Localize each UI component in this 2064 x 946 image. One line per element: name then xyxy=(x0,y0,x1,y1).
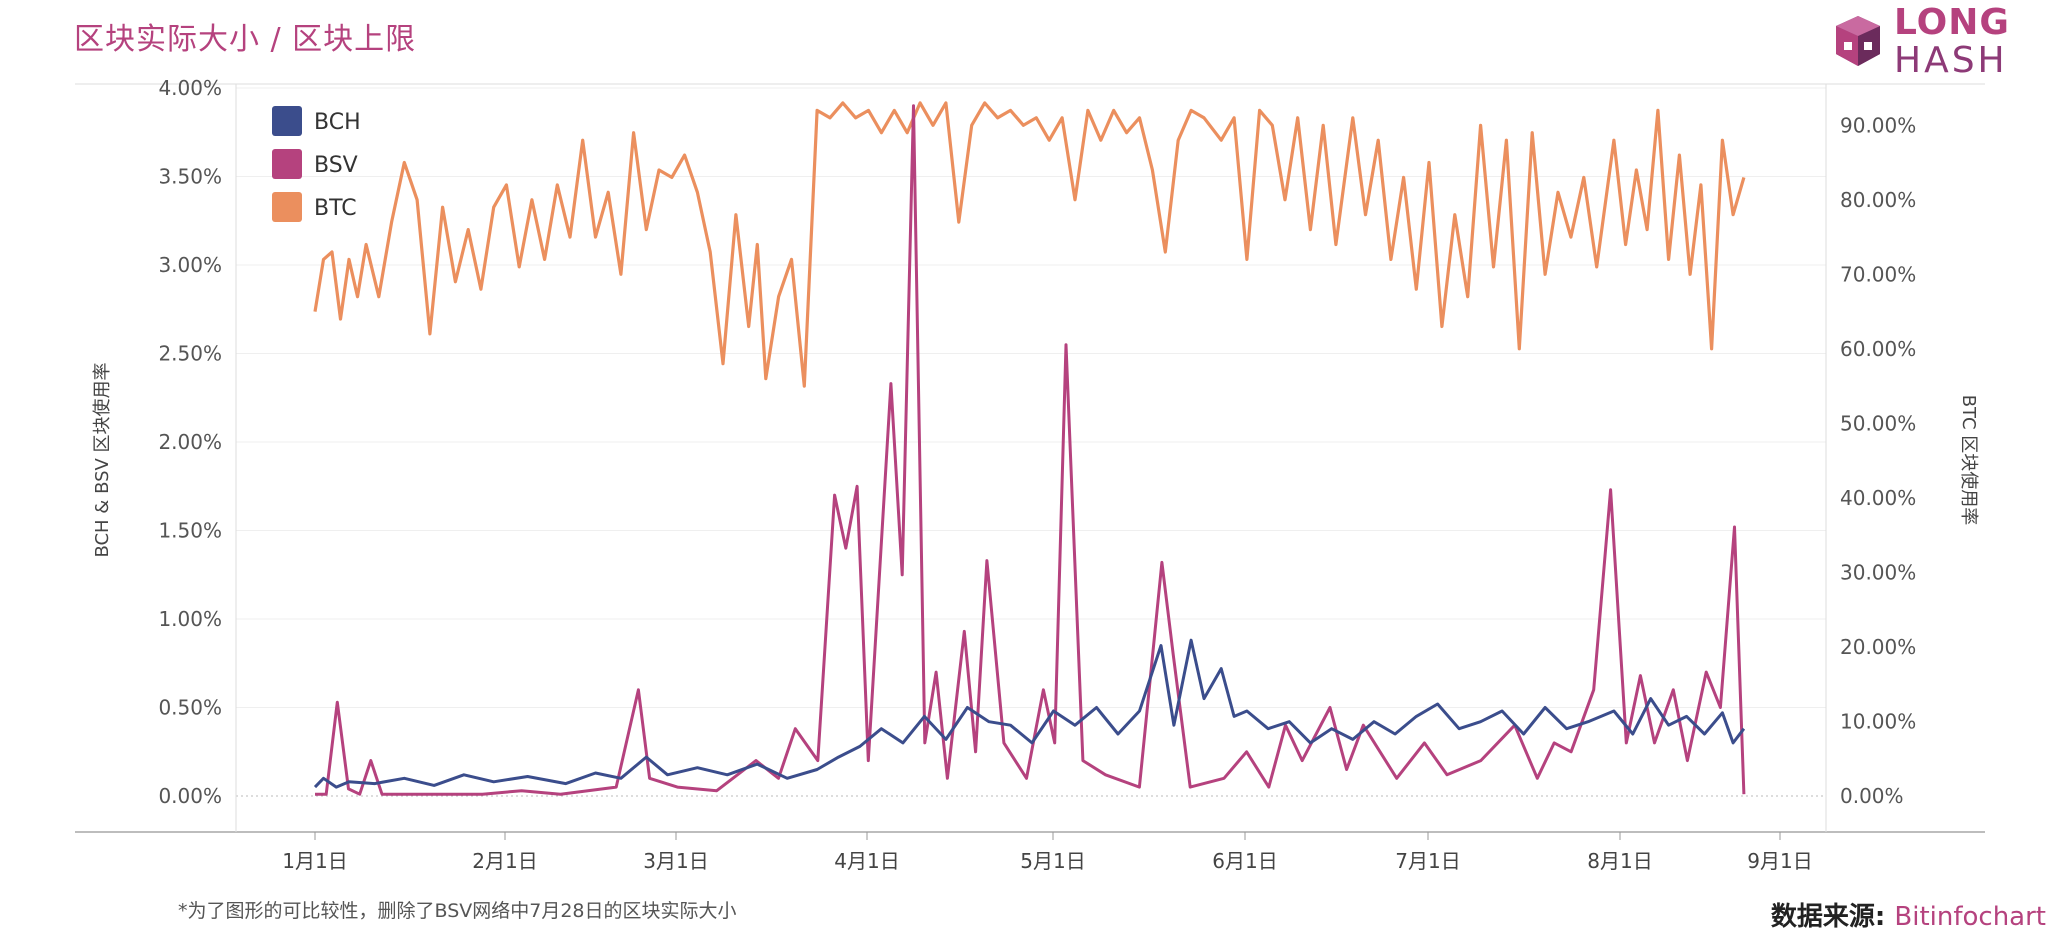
x-tick-label: 5月1日 xyxy=(1020,849,1085,873)
cube-mascot-icon xyxy=(1836,16,1880,66)
legend-swatch-btc xyxy=(272,192,302,222)
chart-area: 0.00% 0.50% 1.00% 1.50% 2.00% 2.50% 3.00% 3.50%… xyxy=(75,76,1985,873)
y-right-tick-label: 80.00% xyxy=(1840,188,1916,212)
y-right-tick-label: 90.00% xyxy=(1840,113,1916,137)
logo-line1: LONG xyxy=(1894,2,2010,43)
chart-title: 区块实际大小 / 区块上限 xyxy=(74,22,417,57)
x-tick-label: 7月1日 xyxy=(1395,849,1460,873)
y-right-tick-label: 50.00% xyxy=(1840,411,1916,435)
legend-label-bch: BCH xyxy=(314,110,361,135)
y-left-tick-label: 2.50% xyxy=(158,342,222,366)
legend-label-btc: BTC xyxy=(314,196,357,221)
y-left-tick-label: 3.50% xyxy=(158,165,222,189)
footnote: *为了图形的可比较性，删除了BSV网络中7月28日的区块实际大小 xyxy=(178,900,737,922)
data-source: 数据来源: Bitinfochart xyxy=(1771,896,2046,933)
legend-swatch-bch xyxy=(272,106,302,136)
legend-label-bsv: BSV xyxy=(314,153,358,178)
x-tick-label: 4月1日 xyxy=(834,849,899,873)
y-right-tick-label: 70.00% xyxy=(1840,262,1916,286)
y-left-tick-label: 2.00% xyxy=(158,430,222,454)
series-line-btc xyxy=(313,101,1746,388)
y-right-tick-label: 60.00% xyxy=(1840,337,1916,361)
x-tick-label: 1月1日 xyxy=(282,849,347,873)
source-label: 数据来源: xyxy=(1770,902,1886,932)
y-left-tick-label: 0.50% xyxy=(158,696,222,720)
x-tick-label: 9月1日 xyxy=(1747,849,1812,873)
x-tick-label: 3月1日 xyxy=(643,849,708,873)
y-left-axis-title: BCH & BSV 区块使用率 xyxy=(92,362,113,557)
legend-swatch-bsv xyxy=(272,149,302,179)
x-tick-label: 6月1日 xyxy=(1212,849,1277,873)
y-right-axis-title: BTC 区块使用率 xyxy=(1958,395,1979,526)
x-tick-label: 8月1日 xyxy=(1587,849,1652,873)
y-left-tick-label: 1.00% xyxy=(158,607,222,631)
longhash-logo: LONG HASH xyxy=(1826,4,2056,84)
y-right-tick-label: 20.00% xyxy=(1840,635,1916,659)
y-right-tick-label: 40.00% xyxy=(1840,486,1916,510)
y-left-tick-label: 4.00% xyxy=(158,76,222,100)
y-left-tick-label: 0.00% xyxy=(158,784,222,808)
y-right-tick-label: 30.00% xyxy=(1840,560,1916,584)
y-left-tick-label: 3.00% xyxy=(158,253,222,277)
y-right-tick-label: 0.00% xyxy=(1840,784,1904,808)
x-tick-label: 2月1日 xyxy=(472,849,537,873)
y-right-tick-label: 10.00% xyxy=(1840,709,1916,733)
series-line-bch xyxy=(313,638,1746,789)
series-line-bsv xyxy=(315,104,1746,796)
logo-line2: HASH xyxy=(1894,40,2008,81)
source-name: Bitinfochart xyxy=(1894,902,2046,932)
y-left-tick-label: 1.50% xyxy=(158,519,222,543)
